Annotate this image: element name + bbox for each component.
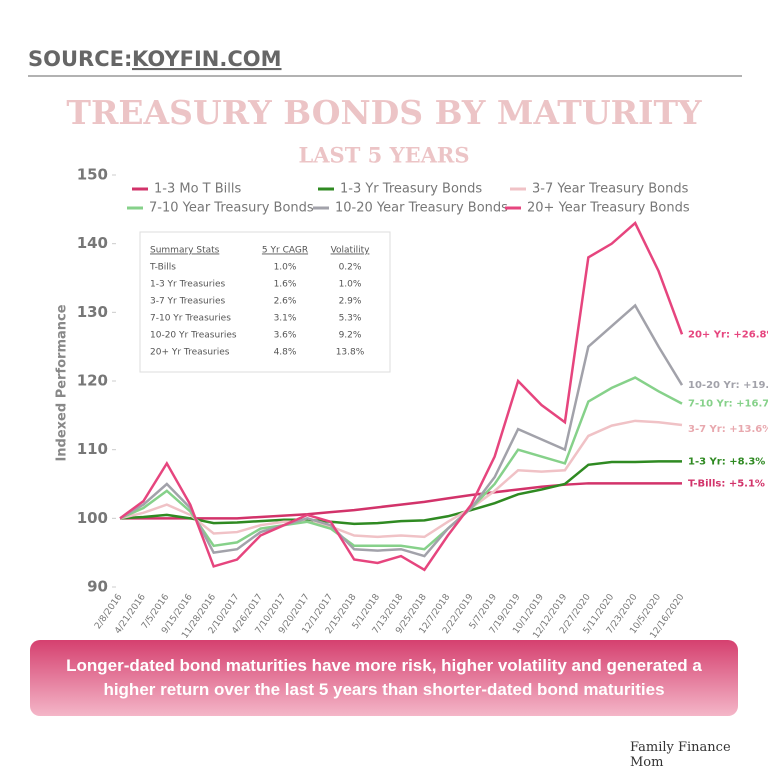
source-site: KOYFIN.COM — [132, 47, 282, 71]
table-cell: 2.6% — [274, 297, 297, 307]
table-cell: 4.8% — [274, 348, 297, 358]
source-prefix: SOURCE: — [28, 47, 132, 71]
legend-label: 20+ Year Treasury Bonds — [527, 201, 690, 216]
end-label: 10-20 Yr: +19.4% — [688, 380, 768, 391]
end-label: 3-7 Yr: +13.6% — [688, 424, 768, 435]
table-cell: 5.3% — [339, 314, 362, 324]
banner: Longer-dated bond maturities have more r… — [30, 640, 738, 716]
table-cell: 1.0% — [339, 280, 362, 290]
table-header: Summary Stats — [150, 246, 220, 256]
y-axis-label: Indexed Performance — [55, 304, 70, 461]
end-label: T-Bills: +5.1% — [688, 478, 765, 489]
table-cell: 3-7 Yr Treasuries — [150, 297, 225, 307]
series-line — [119, 419, 683, 539]
legend-label: 3-7 Year Treasury Bonds — [532, 182, 689, 197]
end-label: 1-3 Yr: +8.3% — [688, 456, 765, 467]
table-cell: 7-10 Yr Treasuries — [150, 314, 231, 324]
table-cell: 9.2% — [339, 331, 362, 341]
table-box — [139, 231, 391, 373]
y-tick-label: 150 — [77, 166, 108, 184]
series-line — [119, 460, 682, 526]
table-cell: 1.6% — [274, 280, 297, 290]
table-cell: 20+ Yr Treasuries — [150, 348, 230, 358]
table-cell: 10-20 Yr Treasuries — [150, 331, 237, 341]
y-tick-label: 140 — [77, 234, 108, 252]
table-cell: 13.8% — [336, 348, 365, 358]
y-tick-label: 90 — [87, 578, 108, 596]
table-cell: 1-3 Yr Treasuries — [150, 280, 225, 290]
y-tick-label: 130 — [77, 303, 108, 321]
y-tick-label: 100 — [77, 509, 108, 527]
end-label: 20+ Yr: +26.8% — [688, 329, 768, 340]
table-cell: 2.9% — [339, 297, 362, 307]
table-header: Volatility — [331, 246, 371, 256]
series-line — [120, 482, 682, 520]
table-cell: 3.6% — [274, 331, 297, 341]
end-label: 7-10 Yr: +16.7% — [688, 399, 768, 410]
legend-label: 7-10 Year Treasury Bonds — [149, 201, 314, 216]
y-tick-label: 110 — [77, 440, 108, 458]
series-line — [119, 221, 684, 572]
table-header: 5 Yr CAGR — [262, 246, 308, 256]
stats-table: Summary Stats 5 Yr CAGR Volatility T-Bills 1… — [139, 231, 391, 373]
table-cell: 0.2% — [339, 263, 362, 273]
table-cell: 1.0% — [274, 263, 297, 273]
table-cell: 3.1% — [274, 314, 297, 324]
y-tick-label: 120 — [77, 372, 108, 390]
table-cell: T-Bills — [149, 263, 176, 273]
legend-label: 1-3 Mo T Bills — [154, 182, 241, 197]
chart-subtitle: LAST 5 YEARS — [299, 143, 470, 168]
series-line — [119, 376, 683, 551]
legend-label: 10-20 Year Treasury Bonds — [335, 201, 508, 216]
legend-label: 1-3 Yr Treasury Bonds — [340, 182, 482, 197]
logo: Family Finance Mom — [630, 740, 731, 770]
series-line — [119, 303, 684, 558]
chart-title: TREASURY BONDS BY MATURITY — [66, 93, 702, 132]
